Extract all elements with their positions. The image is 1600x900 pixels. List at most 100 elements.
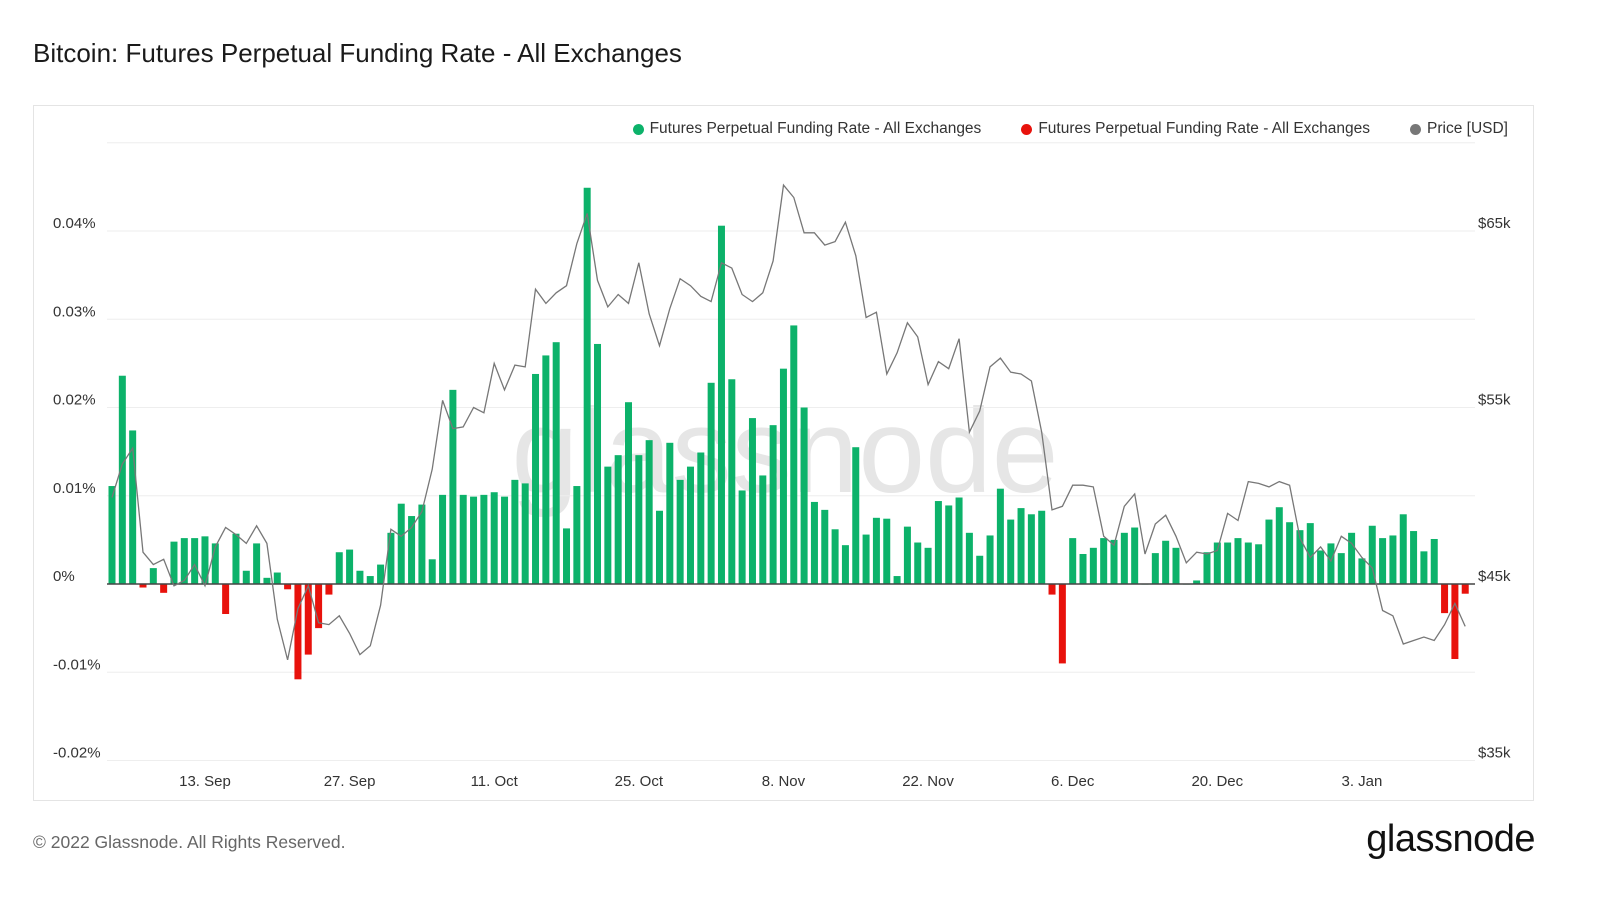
bar-negative [139,584,147,588]
bar-positive [242,570,250,584]
bar-positive [1420,551,1428,584]
bar-negative [304,584,312,655]
bar-positive [232,533,240,584]
bar-positive [129,430,137,584]
bar-positive [790,325,798,584]
glassnode-logo: glassnode [1366,818,1535,860]
bar-positive [273,572,281,584]
bar-positive [841,545,849,584]
bar-positive [387,532,395,584]
right-tick-label: $45k [1478,568,1511,585]
bar-positive [253,543,261,584]
bar-positive [996,488,1004,584]
bar-positive [1389,535,1397,584]
bar-positive [976,555,984,584]
left-tick-label: -0.02% [53,745,101,762]
bar-positive [831,529,839,584]
left-tick-label: 0.03% [53,303,96,320]
bar-positive [717,225,725,584]
bar-positive [1007,519,1015,584]
bar-positive [1410,531,1418,584]
bar-positive [1213,542,1221,584]
left-tick-label: 0.04% [53,215,96,232]
bar-negative [315,584,323,629]
bar-positive [1120,532,1128,584]
bar-positive [893,576,901,584]
bar-positive [707,382,715,584]
bar-positive [903,526,911,584]
bar-positive [1296,530,1304,584]
bar-positive [852,447,860,584]
bar-positive [418,504,426,584]
bar-positive [1368,525,1376,584]
bar-positive [428,559,436,584]
bar-positive [986,535,994,584]
x-tick-label: 3. Jan [1341,773,1382,790]
x-tick-label: 11. Oct [471,773,519,790]
right-tick-label: $35k [1478,745,1511,762]
bar-positive [883,518,891,584]
bar-positive [666,442,674,584]
chart-frame [33,105,1534,801]
bar-positive [1224,542,1232,584]
bar-positive [862,534,870,584]
legend-item-funding-negative[interactable]: Futures Perpetual Funding Rate - All Exc… [1021,120,1370,138]
legend-item-funding-positive[interactable]: Futures Perpetual Funding Rate - All Exc… [632,120,981,138]
bar-positive [1203,552,1211,584]
bar-negative [1441,584,1449,614]
x-tick-label: 6. Dec [1051,773,1095,790]
bar-positive [1038,510,1046,584]
bar-negative [1048,584,1056,595]
bar-positive [563,528,571,584]
bar-positive [201,536,209,584]
x-tick-label: 20. Dec [1191,773,1243,790]
bar-positive [810,501,818,584]
bar-positive [1348,532,1356,584]
bar-positive [1317,550,1325,584]
bar-positive [655,510,663,584]
bar-positive [914,542,922,584]
x-tick-label: 13. Sep [179,773,231,790]
bar-negative [325,584,333,595]
bar-positive [779,368,787,584]
bar-positive [1358,558,1366,584]
bar-positive [573,486,581,584]
bar-positive [211,543,219,584]
bar-positive [356,570,364,584]
bar-negative [284,584,292,590]
bar-positive [614,455,622,584]
bar-positive [1079,553,1087,584]
bar-positive [965,532,973,584]
bar-positive [748,418,756,584]
x-tick-label: 8. Nov [762,773,806,790]
bar-positive [1172,547,1180,584]
bar-positive [542,355,550,584]
bar-positive [645,440,653,584]
bar-positive [583,187,591,584]
bar-positive [594,343,602,584]
bar-positive [108,486,116,584]
x-tick-label: 22. Nov [902,773,954,790]
bar-negative [1058,584,1066,664]
legend-item-price[interactable]: Price [USD] [1410,120,1508,138]
bar-positive [924,547,932,584]
bar-positive [1286,522,1294,584]
x-axis-ticks: 13. Sep 27. Sep 11. Oct 25. Oct 8. Nov 22. No… [179,773,1382,790]
bar-positive [532,373,540,584]
left-axis-ticks: 0.04% 0.03% 0.02% 0.01% 0% -0.01% -0.02% [53,215,101,762]
bar-positive [149,568,157,584]
bar-positive [1306,523,1314,584]
bar-positive [676,479,684,584]
bar-positive [955,497,963,584]
legend-dot-gray-icon [1410,123,1422,135]
bar-negative [1461,584,1469,594]
bar-positive [759,475,767,584]
bar-positive [1275,507,1283,584]
bar-negative [1451,584,1459,660]
left-tick-label: 0% [53,568,75,585]
legend-dot-green-icon [632,123,644,135]
bar-positive [552,342,560,584]
bar-positive [1027,514,1035,584]
legend: Futures Perpetual Funding Rate - All Exc… [632,120,1508,138]
